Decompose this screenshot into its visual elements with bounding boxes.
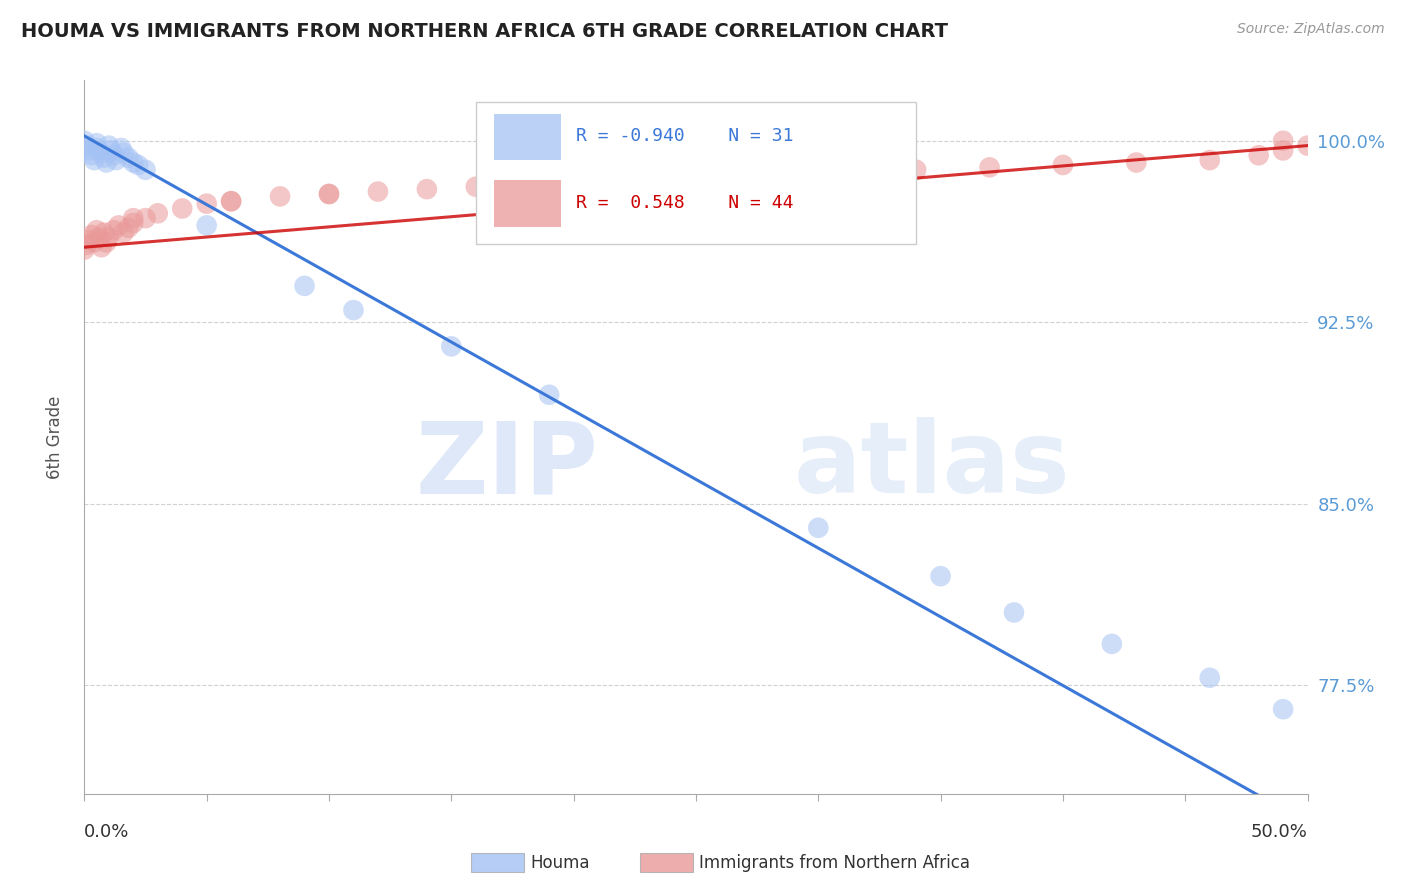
Point [93, 226, 115, 240]
Point [80, 148, 103, 162]
Point [122, 155, 145, 169]
Point [122, 216, 145, 230]
Point [1247, 148, 1270, 162]
Point [342, 303, 364, 318]
Point [76, 138, 98, 153]
Point [83, 153, 105, 167]
Point [1101, 637, 1123, 651]
Point [367, 185, 389, 199]
Text: atlas: atlas [794, 417, 1070, 514]
Point [1272, 144, 1295, 158]
Point [831, 165, 853, 179]
Point [1002, 606, 1025, 620]
FancyBboxPatch shape [494, 180, 561, 227]
Point [107, 219, 129, 233]
Text: R =  0.548    N = 44: R = 0.548 N = 44 [576, 194, 793, 212]
Point [112, 226, 135, 240]
Point [1052, 158, 1074, 172]
Point [77, 233, 100, 247]
Point [96, 155, 118, 169]
Point [538, 388, 561, 402]
Text: R = -0.940    N = 31: R = -0.940 N = 31 [576, 127, 793, 145]
Point [86, 136, 108, 151]
Point [97, 138, 120, 153]
Point [562, 175, 585, 189]
Text: Immigrants from Northern Africa: Immigrants from Northern Africa [699, 854, 970, 871]
Point [1198, 153, 1220, 167]
Point [612, 172, 634, 186]
Point [294, 279, 316, 293]
Point [219, 194, 242, 209]
Point [97, 230, 120, 244]
Point [1296, 138, 1319, 153]
Point [100, 144, 122, 158]
Point [103, 148, 125, 162]
Point [103, 223, 125, 237]
Point [440, 339, 463, 353]
Point [929, 569, 952, 583]
Point [90, 145, 112, 160]
Point [685, 169, 707, 184]
Point [979, 161, 1001, 175]
Point [87, 230, 110, 244]
Point [76, 237, 98, 252]
Point [195, 219, 218, 233]
Point [83, 235, 105, 250]
Point [110, 141, 132, 155]
Point [1272, 702, 1295, 716]
Point [905, 162, 928, 177]
Point [464, 179, 486, 194]
Point [77, 144, 100, 158]
Point [416, 182, 439, 196]
Point [318, 186, 340, 201]
Text: Source: ZipAtlas.com: Source: ZipAtlas.com [1237, 22, 1385, 37]
Point [1125, 155, 1147, 169]
Point [105, 153, 128, 167]
Point [90, 240, 112, 254]
Point [117, 151, 139, 165]
FancyBboxPatch shape [475, 102, 917, 244]
Point [86, 141, 108, 155]
FancyBboxPatch shape [494, 114, 561, 161]
Point [127, 158, 149, 172]
Text: ZIP: ZIP [415, 417, 598, 514]
Point [1272, 134, 1295, 148]
Point [146, 206, 169, 220]
Point [219, 194, 242, 209]
Point [758, 168, 780, 182]
Text: HOUMA VS IMMIGRANTS FROM NORTHERN AFRICA 6TH GRADE CORRELATION CHART: HOUMA VS IMMIGRANTS FROM NORTHERN AFRICA… [21, 22, 948, 41]
Point [86, 223, 108, 237]
Point [80, 228, 103, 243]
Point [1198, 671, 1220, 685]
Point [195, 196, 218, 211]
Point [112, 145, 135, 160]
Point [96, 235, 118, 250]
Point [135, 211, 157, 226]
Point [807, 521, 830, 535]
Text: 50.0%: 50.0% [1251, 823, 1308, 841]
Point [117, 220, 139, 235]
Point [269, 189, 291, 203]
Point [135, 162, 157, 177]
Point [73, 134, 96, 148]
Point [73, 243, 96, 257]
Point [122, 211, 145, 226]
Point [93, 151, 115, 165]
Y-axis label: 6th Grade: 6th Grade [45, 395, 63, 479]
Text: 0.0%: 0.0% [84, 823, 129, 841]
Text: Houma: Houma [530, 854, 589, 871]
Point [513, 178, 536, 192]
Point [318, 186, 340, 201]
Point [172, 202, 194, 216]
